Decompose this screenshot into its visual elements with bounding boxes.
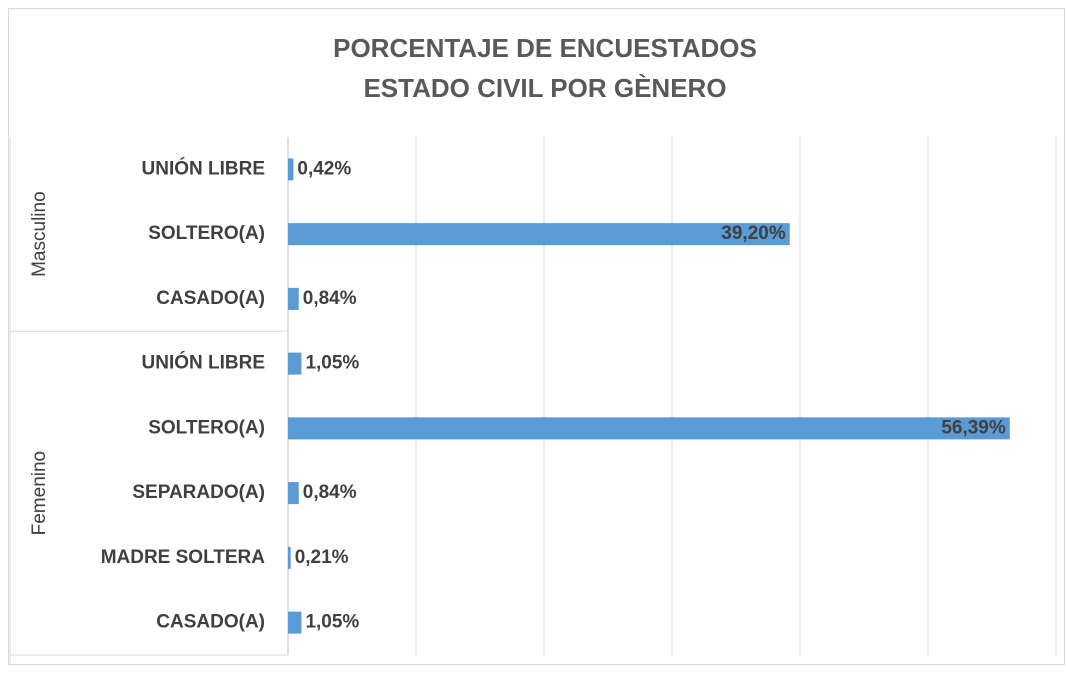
bar <box>288 611 302 634</box>
y-tick-label: MADRE SOLTERA <box>101 547 266 568</box>
y-tick-label: UNIÓN LIBRE <box>142 352 266 374</box>
bar <box>288 546 291 569</box>
chart-frame <box>8 8 1065 665</box>
value-label: 0,84% <box>303 482 357 503</box>
y-tick-label: CASADO(A) <box>156 612 265 633</box>
y-tick-label: CASADO(A) <box>156 288 265 309</box>
y-tick-label: UNIÓN LIBRE <box>142 157 266 179</box>
value-label: 1,05% <box>305 353 359 374</box>
group-label: Femenino <box>29 451 50 536</box>
value-label: 0,84% <box>303 288 357 309</box>
value-label: 1,05% <box>305 612 359 633</box>
bar <box>288 287 299 310</box>
y-tick-label: SEPARADO(A) <box>132 482 265 503</box>
bar <box>288 417 1010 440</box>
bar <box>288 223 790 246</box>
chart-subtitle: ESTADO CIVIL POR GÈNERO <box>363 73 726 103</box>
group-label: Masculino <box>29 191 50 277</box>
value-label: 0,21% <box>295 547 349 568</box>
value-label: 56,39% <box>941 417 1006 438</box>
y-tick-label: SOLTERO(A) <box>148 223 265 244</box>
value-label: 39,20% <box>721 223 786 244</box>
chart-title: PORCENTAJE DE ENCUESTADOS <box>333 33 757 63</box>
y-tick-label: SOLTERO(A) <box>148 417 265 438</box>
bar <box>288 158 294 181</box>
value-label: 0,42% <box>297 158 351 179</box>
bar <box>288 482 299 505</box>
bar <box>288 352 302 375</box>
